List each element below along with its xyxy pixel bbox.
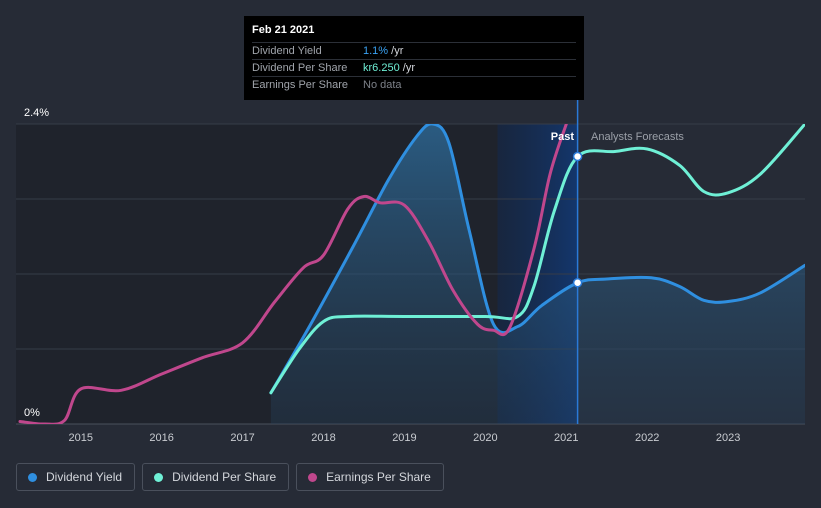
x-tick-label: 2023 bbox=[716, 432, 740, 444]
legend-label: Dividend Per Share bbox=[172, 470, 277, 484]
dividend-per-share-marker[interactable] bbox=[572, 151, 583, 162]
legend-label: Earnings Per Share bbox=[326, 470, 431, 484]
x-tick-label: 2018 bbox=[311, 432, 335, 444]
x-tick-label: 2016 bbox=[149, 432, 173, 444]
x-tick-label: 2017 bbox=[230, 432, 254, 444]
legend-item-dividend-per-share[interactable]: Dividend Per Share bbox=[142, 463, 290, 491]
x-tick-label: 2022 bbox=[635, 432, 659, 444]
tooltip-value: No data bbox=[363, 79, 402, 91]
tooltip-label: Earnings Per Share bbox=[252, 79, 348, 91]
tooltip-date: Feb 21 2021 bbox=[252, 24, 315, 36]
tooltip-label: Dividend Yield bbox=[252, 45, 322, 57]
legend-item-dividend-yield[interactable]: Dividend Yield bbox=[16, 463, 136, 491]
legend-dot-icon bbox=[154, 472, 164, 482]
y-tick-label-top: 2.4% bbox=[24, 107, 49, 119]
tooltip: Feb 21 2021 Dividend Yield 1.1% /yr Divi… bbox=[244, 16, 584, 100]
tooltip-unit: /yr bbox=[388, 45, 404, 57]
legend-dot-icon bbox=[308, 472, 318, 482]
dividend-yield-marker[interactable] bbox=[572, 278, 583, 288]
tooltip-row-dividend-per-share: Dividend Per Share kr6.250 /yr bbox=[252, 59, 576, 76]
tooltip-row-earnings-per-share: Earnings Per Share No data bbox=[252, 76, 576, 93]
x-tick-label: 2015 bbox=[68, 432, 92, 444]
x-tick-label: 2021 bbox=[554, 432, 578, 444]
tooltip-unit: /yr bbox=[399, 62, 415, 74]
legend-dot-icon bbox=[28, 472, 37, 482]
forecast-label: Analysts Forecasts bbox=[591, 131, 684, 143]
legend: Dividend Yield Dividend Per Share Earnin… bbox=[16, 463, 444, 491]
tooltip-value: 1.1% bbox=[363, 45, 389, 57]
x-tick-label: 2019 bbox=[392, 432, 416, 444]
y-tick-label-bottom: 0% bbox=[24, 407, 40, 419]
legend-item-earnings-per-share[interactable]: Earnings Per Share bbox=[296, 463, 444, 491]
earnings-per-share-line bbox=[18, 124, 568, 424]
dividend-yield-area bbox=[270, 124, 805, 424]
tooltip-value: kr6.250 bbox=[363, 62, 400, 74]
tooltip-label: Dividend Per Share bbox=[252, 62, 348, 74]
legend-label: Dividend Yield bbox=[46, 470, 123, 484]
x-tick-label: 2020 bbox=[473, 432, 497, 444]
tooltip-row-dividend-yield: Dividend Yield 1.1% /yr bbox=[252, 42, 576, 59]
past-label: Past bbox=[551, 131, 575, 143]
dividend-per-share-line bbox=[269, 124, 805, 395]
